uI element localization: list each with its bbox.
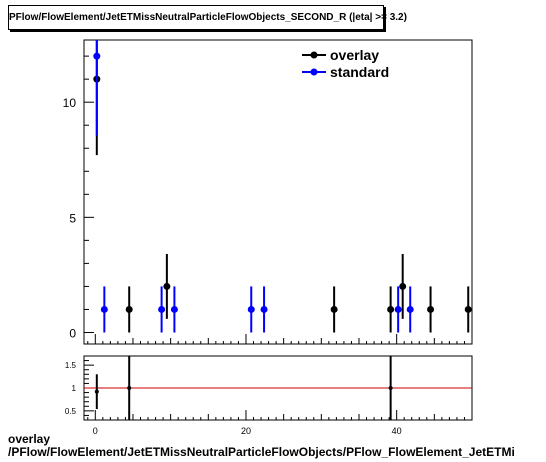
ratio-y-tick-label: 1.5 (65, 361, 77, 370)
overlay-point (387, 305, 395, 313)
standard-point (260, 305, 268, 313)
overlay-point (125, 305, 133, 313)
ratio-point (388, 386, 393, 390)
ratio-y-tick-label: 0.5 (65, 407, 77, 416)
main-y-tick-label: 10 (63, 96, 77, 110)
main-y-tick-label: 0 (69, 326, 76, 340)
ratio-x-tick-label: 20 (241, 426, 251, 436)
standard-point (394, 305, 402, 313)
ratio-x-tick-label: 40 (392, 426, 402, 436)
ratio-x-tick-label: 0 (93, 426, 98, 436)
standard-point (406, 305, 414, 313)
overlay-point (399, 282, 407, 290)
main-plot-panel: 0 5 10 (63, 39, 473, 345)
overlay-point (427, 305, 435, 313)
overlay-point (163, 282, 171, 290)
x-axis-label-line1: overlay (8, 432, 51, 446)
main-frame (83, 39, 473, 345)
standard-point (93, 52, 101, 60)
legend-marker-overlay (310, 51, 318, 59)
ratio-y-tick-label: 1 (72, 384, 77, 393)
overlay-point (330, 305, 338, 313)
ratio-plot-panel: 0.5 1 1.5 0 20 40 (65, 355, 473, 436)
standard-point (247, 305, 255, 313)
x-axis-label-line2: /PFlow/FlowElement/JetETMissNeutralParti… (8, 445, 515, 459)
legend-marker-standard (310, 68, 318, 76)
standard-point (170, 305, 178, 313)
main-y-tick-label: 5 (69, 211, 76, 225)
legend-label-standard: standard (330, 64, 389, 80)
standard-point (158, 305, 166, 313)
plot-title: PFlow/FlowElement/JetETMissNeutralPartic… (9, 12, 407, 23)
ratio-point (94, 389, 99, 394)
ratio-point (127, 386, 132, 390)
legend-label-overlay: overlay (330, 47, 379, 63)
plot-title-box: PFlow/FlowElement/JetETMissNeutralPartic… (8, 5, 407, 30)
standard-point (100, 305, 108, 313)
overlay-point (464, 305, 472, 313)
